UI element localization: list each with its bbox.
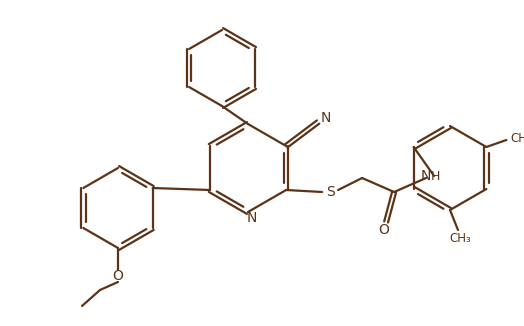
Text: O: O (113, 269, 124, 283)
Text: CH₃: CH₃ (449, 231, 471, 244)
Text: N: N (247, 211, 257, 225)
Text: CH₃: CH₃ (510, 132, 524, 145)
Text: H: H (431, 170, 441, 183)
Text: S: S (326, 185, 334, 199)
Text: N: N (421, 169, 431, 183)
Text: O: O (379, 223, 389, 237)
Text: N: N (321, 111, 331, 125)
